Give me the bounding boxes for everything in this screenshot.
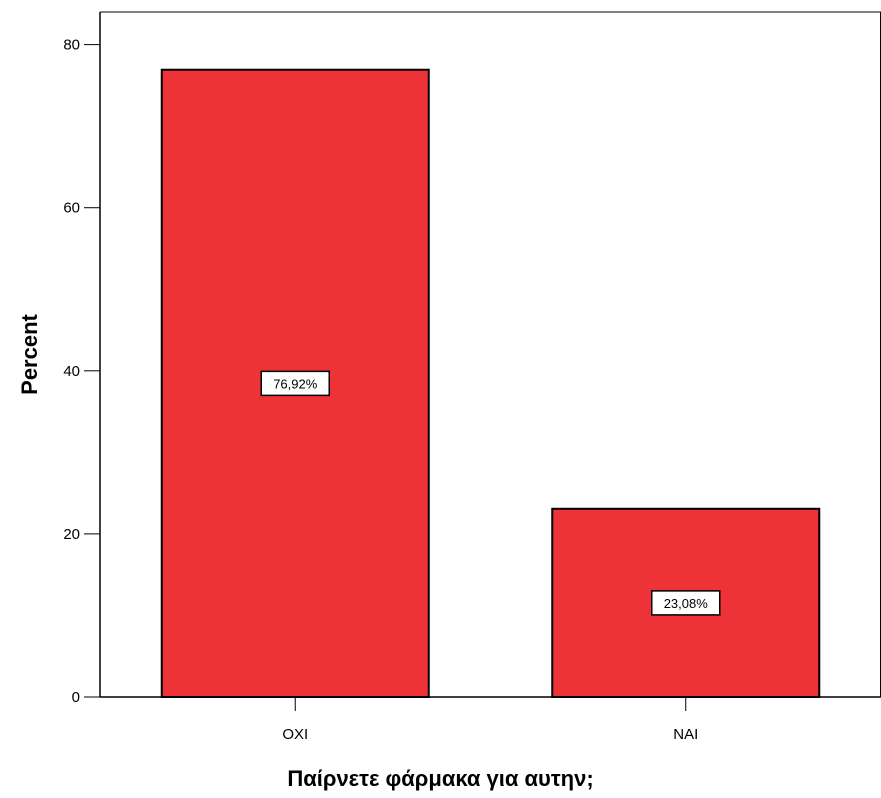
data-label-box — [651, 590, 721, 616]
data-labels-group: 76,92% 23,08% — [260, 370, 721, 616]
y-tick-label: 60 — [63, 200, 80, 217]
x-tick-label: ΟΧΙ — [282, 726, 308, 743]
x-axis-title: Παίρνετε φάρμακα για αυτην; — [287, 766, 593, 791]
data-label-box — [260, 370, 330, 397]
y-axis: 0 20 40 60 80 — [63, 12, 101, 706]
y-tick-label: 40 — [63, 363, 80, 380]
y-axis-title: Percent — [17, 313, 42, 394]
x-tick-label: ΝΑΙ — [673, 726, 698, 743]
data-label: 76,92% — [273, 376, 318, 391]
y-tick-label: 80 — [63, 37, 80, 54]
y-tick-label: 20 — [63, 526, 80, 543]
data-label: 23,08% — [664, 596, 709, 611]
y-tick-label: 0 — [72, 689, 80, 706]
